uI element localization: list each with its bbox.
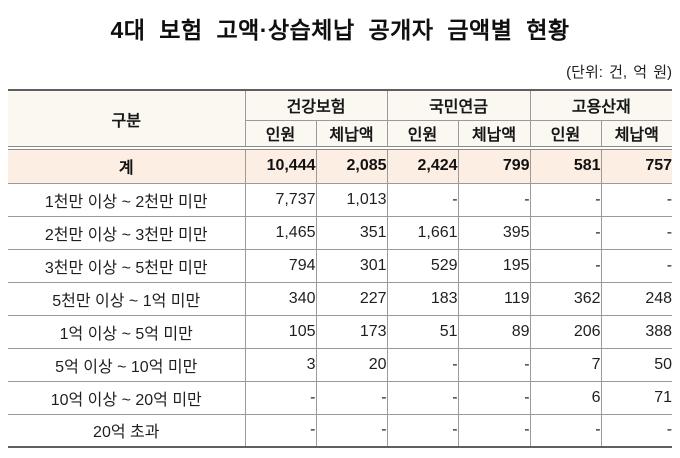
cell-value: 581 xyxy=(529,146,602,184)
cell-value: 10,444 xyxy=(244,146,316,184)
cell-value: 248 xyxy=(600,282,673,316)
cell-value: 195 xyxy=(457,249,531,283)
cell-value: 362 xyxy=(529,282,602,316)
cell-value: 1,013 xyxy=(315,183,388,217)
cell-value: - xyxy=(600,183,673,217)
cell-value: 395 xyxy=(457,216,531,250)
cell-value: 1,661 xyxy=(386,216,459,250)
total-row: 계 10,444 2,085 2,424 799 581 757 xyxy=(8,146,673,184)
table-row: 10억 이상 ~ 20억 미만 - - - - 6 71 xyxy=(8,381,673,415)
cell-value: - xyxy=(244,381,316,415)
group-header-row: 구분 건강보험 국민연금 고용산재 xyxy=(8,90,673,149)
cell-value: 119 xyxy=(457,282,531,316)
cell-value: - xyxy=(457,381,531,415)
row-label: 1억 이상 ~ 5억 미만 xyxy=(8,315,245,349)
cell-value: 340 xyxy=(244,282,316,316)
cell-value: 351 xyxy=(315,216,388,250)
cell-value: 50 xyxy=(600,348,673,382)
table-row: 20억 초과 - - - - - - xyxy=(8,414,673,448)
cell-value: - xyxy=(386,414,459,448)
cell-value: 71 xyxy=(600,381,673,415)
cell-value: 2,085 xyxy=(315,146,388,184)
cell-value: 388 xyxy=(600,315,673,349)
cell-value: - xyxy=(315,414,388,448)
table-row: 5천만 이상 ~ 1억 미만 340 227 183 119 362 248 xyxy=(8,282,673,316)
cell-value: 301 xyxy=(315,249,388,283)
cell-value: - xyxy=(457,414,531,448)
cell-value: 105 xyxy=(244,315,316,349)
cell-value: - xyxy=(600,216,673,250)
cell-value: 757 xyxy=(600,146,673,184)
cell-value: 794 xyxy=(244,249,316,283)
table-row: 3천만 이상 ~ 5천만 미만 794 301 529 195 - - xyxy=(8,249,673,283)
cell-value: - xyxy=(600,249,673,283)
cell-value: 2,424 xyxy=(386,146,459,184)
row-label: 3천만 이상 ~ 5천만 미만 xyxy=(8,249,245,283)
cell-value: - xyxy=(386,381,459,415)
cell-value: - xyxy=(244,414,316,448)
table-row: 1천만 이상 ~ 2천만 미만 7,737 1,013 - - - - xyxy=(8,183,673,217)
table-row: 5억 이상 ~ 10억 미만 3 20 - - 7 50 xyxy=(8,348,673,382)
insurance-arrears-table: 구분 건강보험 국민연금 고용산재 인원 체납액 인원 체납액 인원 체납액 계… xyxy=(8,89,673,448)
group-header-national-pension: 국민연금 xyxy=(386,90,531,121)
cell-value: - xyxy=(457,183,531,217)
cell-value: 6 xyxy=(529,381,602,415)
sub-header-row: 인원 체납액 인원 체납액 인원 체납액 xyxy=(8,120,673,149)
cell-value: - xyxy=(600,414,673,448)
cell-value: - xyxy=(529,414,602,448)
cell-value: - xyxy=(529,216,602,250)
cell-value: 799 xyxy=(457,146,531,184)
cell-value: 3 xyxy=(244,348,316,382)
row-label: 1천만 이상 ~ 2천만 미만 xyxy=(8,183,245,217)
cell-value: - xyxy=(457,348,531,382)
unit-note: (단위: 건, 억 원) xyxy=(566,64,672,81)
cell-value: 206 xyxy=(529,315,602,349)
row-label: 계 xyxy=(8,146,245,184)
subheader-arrears: 체납액 xyxy=(457,120,531,149)
cell-value: - xyxy=(386,183,459,217)
cell-value: - xyxy=(529,249,602,283)
cell-value: 173 xyxy=(315,315,388,349)
table-row: 1억 이상 ~ 5억 미만 105 173 51 89 206 388 xyxy=(8,315,673,349)
row-label: 10억 이상 ~ 20억 미만 xyxy=(8,381,245,415)
cell-value: 7,737 xyxy=(244,183,316,217)
cell-value: 183 xyxy=(386,282,459,316)
cell-value: 227 xyxy=(315,282,388,316)
row-label: 5억 이상 ~ 10억 미만 xyxy=(8,348,245,382)
cell-value: 7 xyxy=(529,348,602,382)
subheader-people: 인원 xyxy=(386,120,459,149)
corner-header: 구분 xyxy=(8,90,246,149)
row-label: 5천만 이상 ~ 1억 미만 xyxy=(8,282,245,316)
cell-value: 529 xyxy=(386,249,459,283)
cell-value: 20 xyxy=(315,348,388,382)
subheader-people: 인원 xyxy=(529,120,602,149)
page-title: 4대 보험 고액·상습체납 공개자 금액별 현황 xyxy=(110,17,570,43)
row-label: 2천만 이상 ~ 3천만 미만 xyxy=(8,216,245,250)
cell-value: 51 xyxy=(386,315,459,349)
subheader-arrears: 체납액 xyxy=(600,120,673,149)
row-label: 20억 초과 xyxy=(8,414,245,448)
cell-value: - xyxy=(315,381,388,415)
cell-value: 1,465 xyxy=(244,216,316,250)
group-header-employment-industrial: 고용산재 xyxy=(529,90,673,121)
table-header: 구분 건강보험 국민연금 고용산재 인원 체납액 인원 체납액 인원 체납액 xyxy=(8,90,673,149)
subheader-arrears: 체납액 xyxy=(315,120,388,149)
table-row: 2천만 이상 ~ 3천만 미만 1,465 351 1,661 395 - - xyxy=(8,216,673,250)
cell-value: 89 xyxy=(457,315,531,349)
table-body: 계 10,444 2,085 2,424 799 581 757 1천만 이상 … xyxy=(8,146,673,448)
subheader-people: 인원 xyxy=(245,120,316,149)
cell-value: - xyxy=(386,348,459,382)
group-header-health-insurance: 건강보험 xyxy=(244,90,388,121)
cell-value: - xyxy=(529,183,602,217)
